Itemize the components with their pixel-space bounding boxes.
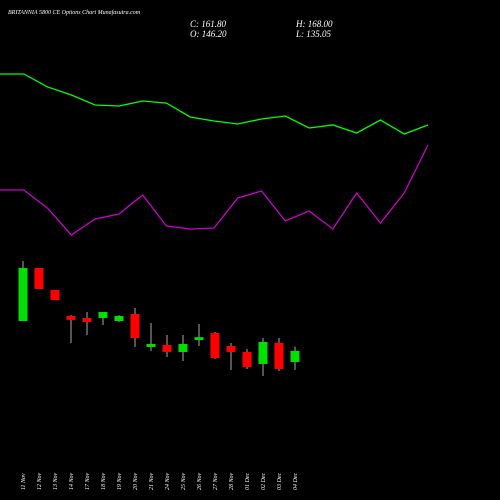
candle-body bbox=[242, 351, 252, 367]
candle-body bbox=[210, 333, 220, 358]
candle-body bbox=[34, 267, 44, 289]
close-label: C: 161.80 bbox=[190, 19, 227, 29]
candle-body bbox=[98, 311, 108, 318]
x-tick-label: 18 Nov bbox=[101, 472, 107, 490]
x-tick-label: 25 Nov bbox=[181, 472, 187, 490]
candle-body bbox=[194, 337, 204, 340]
candle-body bbox=[178, 344, 188, 352]
open-label: O: 146.20 bbox=[190, 29, 227, 39]
x-tick-label: 20 Nov bbox=[133, 472, 139, 490]
candle-body bbox=[146, 344, 156, 347]
x-tick-label: 26 Nov bbox=[197, 472, 203, 490]
candle-body bbox=[18, 267, 28, 322]
indicator-line bbox=[0, 73, 429, 135]
x-tick-label: 17 Nov bbox=[85, 472, 91, 490]
low-label: L: 135.05 bbox=[295, 29, 332, 39]
x-tick-label: 12 Nov bbox=[37, 472, 43, 490]
candle-body bbox=[226, 345, 236, 352]
x-tick-label: 13 Nov bbox=[53, 472, 59, 490]
candle-body bbox=[50, 289, 60, 300]
x-tick-label: 11 Nov bbox=[21, 473, 27, 490]
x-tick-label: 02 Dec bbox=[261, 473, 267, 490]
candle-body bbox=[290, 350, 300, 362]
chart-title: BRITANNIA 5800 CE Options Chart Munafasu… bbox=[8, 9, 141, 16]
indicator-line bbox=[0, 144, 429, 236]
x-tick-label: 03 Dec bbox=[277, 473, 283, 490]
x-tick-label: 01 Dec bbox=[245, 473, 251, 490]
candle-body bbox=[162, 344, 172, 352]
candle-body bbox=[258, 341, 268, 364]
x-tick-label: 24 Nov bbox=[164, 472, 171, 490]
x-tick-label: 27 Nov bbox=[213, 472, 219, 490]
x-tick-label: 21 Nov bbox=[149, 472, 155, 490]
x-tick-label: 28 Nov bbox=[229, 472, 235, 490]
candle-body bbox=[114, 316, 124, 322]
x-tick-label: 19 Nov bbox=[117, 472, 123, 490]
candle-body bbox=[274, 343, 284, 369]
candle-body bbox=[66, 316, 76, 320]
candle-body bbox=[82, 317, 92, 323]
candle-body bbox=[130, 313, 140, 339]
x-tick-label: 04 Dec bbox=[292, 473, 299, 490]
high-label: H: 168.00 bbox=[295, 19, 333, 29]
x-tick-label: 14 Nov bbox=[68, 472, 75, 490]
